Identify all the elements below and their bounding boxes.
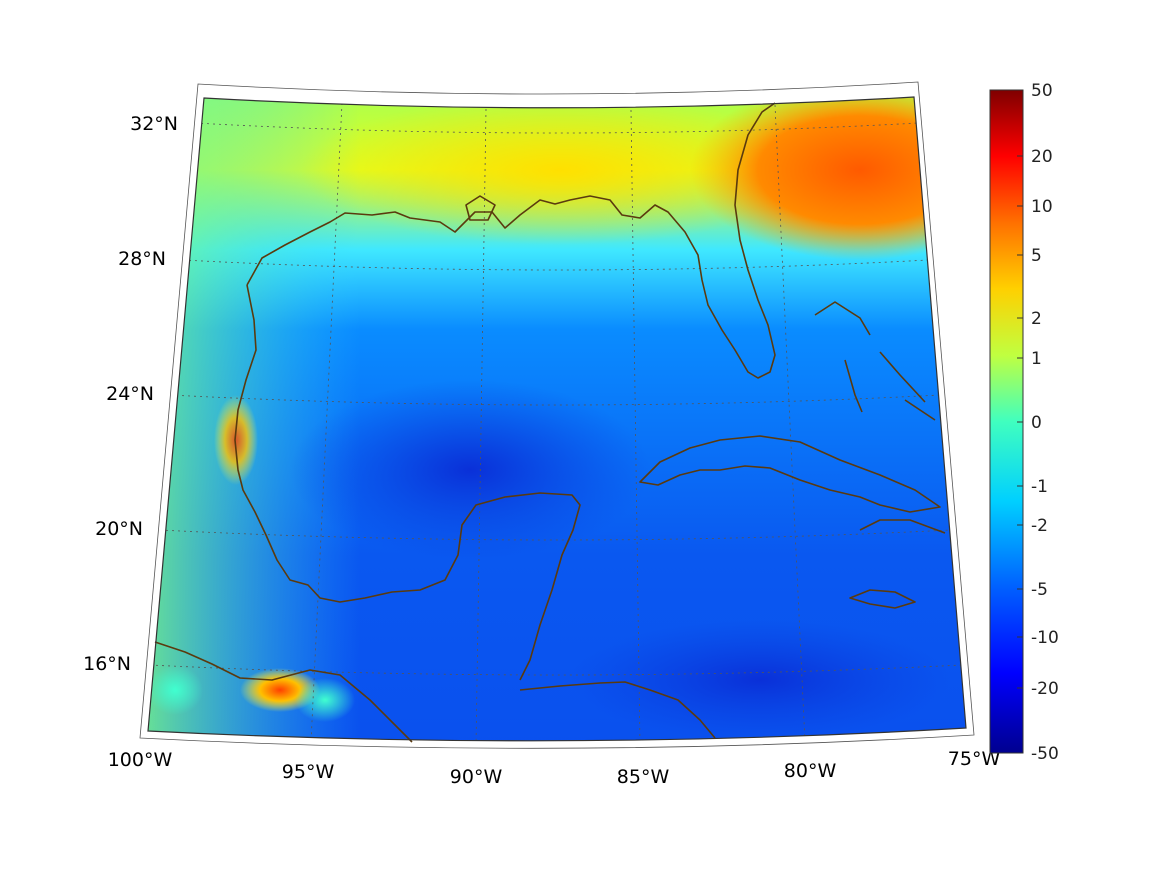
colorbar-tick-label: 5 (1031, 246, 1042, 266)
lat-tick-label: 24°N (106, 383, 154, 405)
lon-tick-label: 75°W (948, 748, 1001, 770)
colorbar-tick-label: -50 (1031, 744, 1059, 764)
lat-tick-label: 20°N (95, 518, 143, 540)
colorbar-tick-label: -2 (1031, 516, 1048, 536)
lat-tick-label: 28°N (118, 248, 166, 270)
colorbar-tick-label: 1 (1031, 349, 1042, 369)
colorbar-tick-label: 0 (1031, 413, 1042, 433)
colorbar-tick-label: 10 (1031, 197, 1053, 217)
lon-tick-label: 80°W (784, 760, 837, 782)
cuba-coastline (639, 435, 941, 513)
honduras-coastline (519, 681, 716, 739)
colorbar-tick-label: 20 (1031, 147, 1053, 167)
hispaniola-coastline (859, 519, 946, 534)
map-frame-outer (139, 81, 975, 749)
delta-coastline (465, 195, 496, 221)
colorbar-tick-label: -5 (1031, 580, 1048, 600)
mexico-gulf-coastline (234, 284, 581, 681)
colorbar-tick-label: -20 (1031, 679, 1059, 699)
data-field (148, 97, 966, 741)
colorbar-tick-label: 50 (1031, 81, 1053, 101)
jamaica-coastline (849, 589, 916, 609)
lon-tick-label: 90°W (450, 766, 503, 788)
map-frame (147, 96, 967, 742)
colorbar-tick-label: -10 (1031, 628, 1059, 648)
colorbar-tick-label: -1 (1031, 477, 1048, 497)
lon-tick-label: 85°W (617, 766, 670, 788)
lon-tick-labels: 100°W 95°W 90°W 85°W 80°W 75°W (108, 748, 1001, 788)
bahamas-coastline (814, 301, 936, 421)
colorbar-tick-label: 2 (1031, 309, 1042, 329)
coastlines (154, 102, 946, 743)
pacific-coastline (154, 641, 413, 743)
lon-tick-label: 95°W (282, 761, 335, 783)
lat-tick-labels: 32°N 28°N 24°N 20°N 16°N (83, 113, 178, 675)
lat-tick-label: 32°N (130, 113, 178, 135)
us-gulf-coastline (246, 102, 776, 379)
gridlines (149, 102, 963, 741)
lat-tick-label: 16°N (83, 653, 131, 675)
lon-tick-label: 100°W (108, 749, 173, 771)
